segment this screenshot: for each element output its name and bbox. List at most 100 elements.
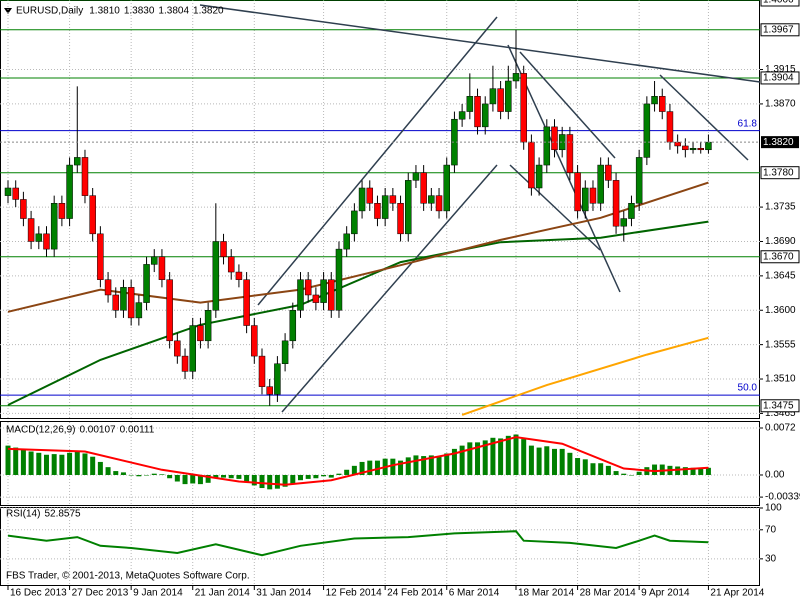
macd-bar bbox=[590, 463, 596, 475]
macd-bar bbox=[128, 474, 134, 476]
candle-body bbox=[89, 195, 96, 235]
y-tick-label: 1.3735 bbox=[765, 202, 796, 213]
level-label: 1.4006 bbox=[763, 0, 794, 6]
x-tick-label: 9 Jan 2014 bbox=[133, 588, 183, 599]
candle-body bbox=[566, 134, 574, 173]
macd-bar bbox=[43, 454, 49, 475]
y-tick-label: 1.3915 bbox=[765, 64, 796, 75]
rsi-panel bbox=[0, 507, 760, 586]
macd-bar bbox=[167, 474, 173, 479]
macd-bar bbox=[51, 454, 57, 475]
y-tick-label: 70 bbox=[765, 524, 777, 535]
y-tick-label: 1.3870 bbox=[765, 99, 796, 110]
macd-bar bbox=[13, 447, 19, 475]
level-label: 1.3967 bbox=[763, 24, 794, 35]
level-label-box bbox=[760, 0, 800, 7]
candle-body bbox=[312, 294, 320, 303]
trendline bbox=[509, 164, 601, 251]
candle-body bbox=[227, 256, 235, 273]
candle-body bbox=[505, 80, 512, 112]
candle-body bbox=[4, 187, 12, 196]
indicator-value: 52.8575 bbox=[44, 509, 81, 520]
candle-body bbox=[512, 73, 520, 82]
ohlc-value: 1.3810 bbox=[89, 6, 120, 17]
level-label-box bbox=[760, 166, 800, 180]
candle-body bbox=[135, 302, 143, 319]
x-tick-label: 28 Mar 2014 bbox=[580, 588, 637, 599]
macd-bar bbox=[482, 440, 488, 475]
candle-body bbox=[27, 218, 35, 242]
macd-bar bbox=[244, 474, 250, 483]
macd-bar bbox=[74, 451, 80, 475]
macd-bar bbox=[421, 456, 427, 475]
candle-body bbox=[251, 325, 258, 357]
macd-bar bbox=[582, 459, 588, 475]
candle-body bbox=[612, 180, 620, 227]
y-tick-label: 1.3690 bbox=[765, 236, 796, 247]
macd-bar bbox=[598, 463, 604, 475]
macd-bar bbox=[605, 465, 611, 475]
candle-body bbox=[320, 279, 327, 303]
y-tick-label: 100 bbox=[765, 503, 782, 514]
candle-body bbox=[335, 248, 343, 311]
macd-bar bbox=[544, 446, 550, 475]
price-label-box bbox=[761, 136, 799, 149]
macd-bar bbox=[698, 467, 704, 475]
level-label-box bbox=[760, 23, 800, 37]
macd-bar bbox=[498, 438, 504, 475]
candle-body bbox=[428, 195, 435, 204]
macd-bar bbox=[628, 474, 634, 476]
y-tick-label: 1.3645 bbox=[765, 271, 796, 282]
candle-body bbox=[235, 271, 243, 280]
candle-body bbox=[297, 279, 304, 311]
y-tick-label: 0.0072 bbox=[765, 423, 796, 434]
macd-bar bbox=[359, 461, 365, 475]
candle-body bbox=[158, 256, 166, 280]
x-tick-label: 21 Apr 2014 bbox=[710, 588, 764, 599]
candle-body bbox=[543, 126, 551, 166]
macd-bar bbox=[344, 469, 350, 475]
candle-body bbox=[474, 96, 481, 128]
level-label-box bbox=[760, 399, 800, 413]
y-tick-label: 1.3465 bbox=[765, 408, 796, 419]
candle-body bbox=[651, 96, 658, 105]
candle-body bbox=[489, 88, 497, 105]
y-tick-label: 1.3555 bbox=[765, 339, 796, 350]
level-label: 1.3670 bbox=[763, 251, 794, 262]
macd-bar bbox=[613, 471, 619, 475]
candle-body bbox=[605, 164, 612, 181]
macd-bar bbox=[228, 474, 234, 479]
macd-bar bbox=[475, 442, 481, 475]
macd-bar bbox=[36, 452, 42, 475]
candle-body bbox=[20, 199, 27, 219]
candle-body bbox=[497, 88, 504, 112]
candle-body bbox=[328, 279, 335, 311]
candle-body bbox=[643, 103, 651, 158]
macd-bar bbox=[521, 439, 527, 475]
macd-bar bbox=[390, 458, 396, 475]
macd-bar bbox=[236, 474, 242, 479]
macd-bar bbox=[5, 445, 11, 475]
macd-bar bbox=[559, 448, 565, 475]
macd-bar bbox=[690, 467, 696, 475]
y-tick-label: 0.00 bbox=[765, 470, 785, 481]
macd-bar bbox=[82, 453, 88, 475]
candle-body bbox=[58, 203, 66, 219]
x-tick-label: 16 Dec 2013 bbox=[10, 588, 67, 599]
indicator-value: 0.00111 bbox=[120, 425, 155, 436]
macd-bar bbox=[144, 474, 150, 476]
x-tick-label: 31 Jan 2014 bbox=[256, 588, 311, 599]
candle-body bbox=[304, 279, 312, 296]
candle-body bbox=[366, 187, 374, 204]
macd-bar bbox=[136, 474, 142, 477]
macd-bar bbox=[367, 460, 373, 475]
x-tick-label: 6 Mar 2014 bbox=[449, 588, 500, 599]
x-tick-label: 9 Apr 2014 bbox=[641, 588, 690, 599]
candle-body bbox=[582, 187, 589, 212]
x-tick-label: 12 Feb 2014 bbox=[326, 588, 383, 599]
candle-body bbox=[666, 111, 674, 143]
x-tick-label: 27 Dec 2013 bbox=[72, 588, 129, 599]
macd-bar bbox=[398, 460, 404, 475]
price-label: 1.3820 bbox=[763, 137, 794, 148]
